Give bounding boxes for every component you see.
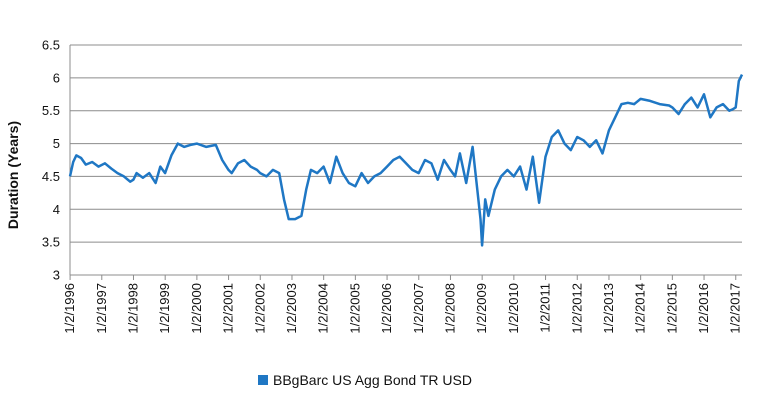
x-tick-label: 1/2/1996 [62, 283, 77, 334]
x-tick-label: 1/2/2002 [252, 283, 267, 334]
x-tick-label: 1/2/1997 [94, 283, 109, 334]
x-tick-label: 1/2/2008 [442, 283, 457, 334]
x-tick-label: 1/2/2009 [474, 283, 489, 334]
y-tick-label: 3 [53, 268, 60, 283]
x-tick-label: 1/2/2012 [569, 283, 584, 334]
series-line [68, 74, 744, 247]
y-tick-label: 4 [53, 202, 60, 217]
y-tick-label: 4.5 [42, 169, 60, 184]
y-axis-label: Duration (Years) [5, 121, 21, 229]
y-axis-ticks: 3 3.5 4 4.5 5 5.5 6 6.5 [42, 38, 60, 283]
y-tick-label: 6.5 [42, 38, 60, 53]
x-tick-label: 1/2/1999 [157, 283, 172, 334]
x-tick-label: 1/2/2000 [189, 283, 204, 334]
x-tick-label: 1/2/2015 [664, 283, 679, 334]
legend-swatch [258, 375, 268, 385]
x-tick-label: 1/2/2006 [379, 283, 394, 334]
legend: BBgBarc US Agg Bond TR USD [258, 372, 472, 388]
gridlines [69, 44, 742, 276]
y-tick-label: 5.5 [42, 103, 60, 118]
x-tick-label: 1/2/2011 [538, 283, 553, 333]
x-axis-ticks: 1/2/1996 1/2/1997 1/2/1998 1/2/1999 1/2/2000… [62, 275, 743, 334]
x-tick-label: 1/2/2001 [221, 283, 236, 334]
x-tick-label: 1/2/2013 [601, 283, 616, 334]
y-tick-label: 6 [53, 70, 60, 85]
x-tick-label: 1/2/2010 [506, 283, 521, 334]
y-tick-label: 5 [53, 136, 60, 151]
x-tick-label: 1/2/1998 [125, 283, 140, 334]
legend-label: BBgBarc US Agg Bond TR USD [273, 372, 472, 388]
x-tick-label: 1/2/2016 [696, 283, 711, 334]
series-group [68, 74, 744, 247]
x-tick-label: 1/2/2003 [284, 283, 299, 334]
x-tick-label: 1/2/2004 [316, 283, 331, 334]
x-tick-label: 1/2/2017 [728, 283, 743, 334]
x-tick-label: 1/2/2014 [633, 283, 648, 334]
y-tick-label: 3.5 [42, 235, 60, 250]
x-tick-label: 1/2/2007 [411, 283, 426, 334]
x-tick-label: 1/2/2005 [347, 283, 362, 334]
